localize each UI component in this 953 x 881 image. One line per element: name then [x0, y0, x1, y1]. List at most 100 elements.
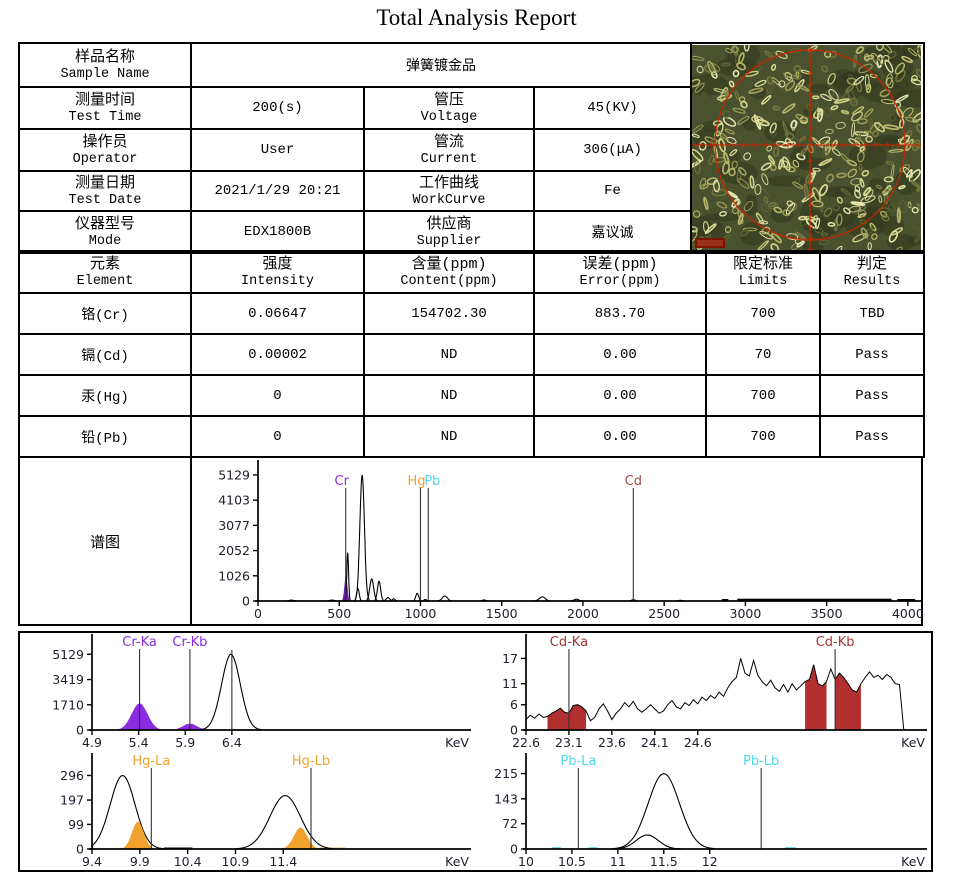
- error-header: 误差(ppm) Error(ppm): [533, 250, 707, 294]
- svg-text:23.6: 23.6: [597, 735, 625, 750]
- svg-text:Cr: Cr: [335, 474, 350, 489]
- element-limit: 70: [705, 333, 821, 376]
- svg-text:Hg-Lb: Hg-Lb: [292, 754, 330, 769]
- svg-text:197: 197: [60, 792, 84, 807]
- element-error: 0.00: [533, 374, 707, 417]
- elements-header-row: 元素 Element 强度 Intensity 含量(ppm) Content(…: [18, 250, 925, 294]
- svg-text:17: 17: [502, 651, 518, 666]
- voltage-value: 45(KV): [533, 86, 692, 130]
- svg-text:99: 99: [68, 816, 84, 831]
- svg-text:4103: 4103: [218, 493, 250, 508]
- intensity-header: 强度 Intensity: [190, 250, 365, 294]
- svg-text:0: 0: [254, 606, 262, 621]
- test-time-value: 200(s): [190, 86, 365, 130]
- svg-text:23.1: 23.1: [555, 735, 583, 750]
- cd-chart-cell: Cd-Ka Cd-Kb 0 6 11 17 22.6 23.1 23.6 24.1 24.6 KeV: [476, 633, 932, 752]
- svg-text:10.9: 10.9: [222, 854, 250, 869]
- svg-text:Pb-La: Pb-La: [560, 754, 596, 769]
- svg-text:2500: 2500: [648, 606, 680, 621]
- svg-text:5.4: 5.4: [129, 735, 149, 750]
- hg-peak-chart: Hg-La Hg-Lb 0 99 197 296 9.4 9.9 10.4 10.9 11.4 KeV: [60, 752, 471, 869]
- element-name: 铅(Pb): [18, 415, 192, 458]
- element-name: 铬(Cr): [18, 292, 192, 335]
- operator-label: 操作员 Operator: [18, 128, 192, 172]
- svg-text:22.6: 22.6: [512, 735, 540, 750]
- svg-text:Cd-Kb: Cd-Kb: [815, 635, 854, 650]
- limits-header: 限定标准 Limits: [705, 250, 821, 294]
- table-row: 操作员 Operator User 管流 Current 306(μA): [18, 128, 924, 172]
- svg-text:10.5: 10.5: [558, 854, 586, 869]
- svg-text:6.4: 6.4: [222, 735, 242, 750]
- svg-text:2000: 2000: [567, 606, 599, 621]
- test-date-value: 2021/1/29 20:21: [190, 170, 365, 212]
- element-intensity: 0: [190, 415, 365, 458]
- svg-text:5.9: 5.9: [175, 735, 195, 750]
- table-row: 仪器型号 Mode EDX1800B 供应商 Supplier 嘉议诚: [18, 210, 924, 254]
- element-intensity: 0.00002: [190, 333, 365, 376]
- pb-peak-chart: Pb-La Pb-Lb 0 72 143 215 10 10.5 11 11.5 12 KeV: [494, 752, 927, 869]
- svg-text:4000: 4000: [892, 606, 924, 621]
- element-content: 154702.30: [363, 292, 535, 335]
- element-result: Pass: [819, 374, 925, 417]
- elements-table: 元素 Element 强度 Intensity 含量(ppm) Content(…: [18, 250, 925, 458]
- svg-text:10: 10: [518, 854, 534, 869]
- svg-text:6: 6: [510, 697, 518, 712]
- svg-text:3500: 3500: [811, 606, 843, 621]
- svg-text:0: 0: [242, 594, 250, 609]
- svg-text:KeV: KeV: [901, 735, 925, 750]
- svg-text:Cr-Kb: Cr-Kb: [172, 635, 207, 650]
- sample-photo: [692, 45, 921, 251]
- svg-text:1026: 1026: [218, 568, 250, 583]
- svg-text:24.1: 24.1: [640, 735, 668, 750]
- element-name: 镉(Cd): [18, 333, 192, 376]
- results-header: 判定 Results: [819, 250, 925, 294]
- workcurve-value: Fe: [533, 170, 692, 212]
- element-header: 元素 Element: [18, 250, 192, 294]
- operator-value: User: [190, 128, 365, 172]
- svg-text:215: 215: [494, 766, 518, 781]
- table-row-cr: 铬(Cr) 0.06647 154702.30 883.70 700 TBD: [18, 292, 925, 335]
- svg-text:9.4: 9.4: [82, 854, 102, 869]
- content-header: 含量(ppm) Content(ppm): [363, 250, 535, 294]
- svg-text:11: 11: [609, 854, 625, 869]
- svg-text:0: 0: [76, 723, 84, 738]
- svg-text:3000: 3000: [730, 606, 762, 621]
- sample-photo-cell: [690, 42, 925, 254]
- test-date-label: 测量日期 Test Date: [18, 170, 192, 212]
- element-content: ND: [363, 415, 535, 458]
- svg-text:11.4: 11.4: [269, 854, 297, 869]
- svg-text:1500: 1500: [486, 606, 518, 621]
- spectrum-row: 谱图 Cr Hg Pb Cd 0 1026 2052 3077 4103 5129 0 500 1000…: [18, 456, 924, 626]
- svg-text:KeV: KeV: [445, 854, 469, 869]
- svg-text:3077: 3077: [218, 518, 250, 533]
- report-title: Total Analysis Report: [376, 5, 577, 30]
- spectrum-label: 谱图: [20, 458, 192, 624]
- svg-text:Cd-Ka: Cd-Ka: [549, 635, 587, 650]
- svg-text:KeV: KeV: [901, 854, 925, 869]
- element-name: 汞(Hg): [18, 374, 192, 417]
- svg-text:24.6: 24.6: [683, 735, 711, 750]
- svg-text:Pb: Pb: [424, 474, 440, 489]
- svg-text:11: 11: [502, 676, 518, 691]
- element-intensity: 0: [190, 374, 365, 417]
- svg-text:0: 0: [510, 841, 518, 856]
- element-limit: 700: [705, 415, 821, 458]
- workcurve-label: 工作曲线 WorkCurve: [363, 170, 535, 212]
- svg-text:0: 0: [76, 841, 84, 856]
- svg-text:Pb-Lb: Pb-Lb: [743, 754, 779, 769]
- table-row-pb: 铅(Pb) 0 ND 0.00 700 Pass: [18, 415, 925, 458]
- svg-text:12: 12: [701, 854, 717, 869]
- voltage-label: 管压 Voltage: [363, 86, 535, 130]
- current-label: 管流 Current: [363, 128, 535, 172]
- svg-text:1000: 1000: [405, 606, 437, 621]
- svg-text:5129: 5129: [218, 467, 250, 482]
- svg-text:11.5: 11.5: [649, 854, 677, 869]
- svg-text:143: 143: [494, 791, 518, 806]
- svg-text:5129: 5129: [52, 647, 84, 662]
- svg-text:3419: 3419: [52, 672, 84, 687]
- element-error: 0.00: [533, 333, 707, 376]
- instrument-model-label: 仪器型号 Mode: [18, 210, 192, 254]
- cr-peak-chart: Cr-Ka Cr-Kb 0 1710 3419 5129 4.9 5.4 5.9 6.4 KeV: [52, 634, 471, 750]
- svg-text:Cd: Cd: [625, 474, 642, 489]
